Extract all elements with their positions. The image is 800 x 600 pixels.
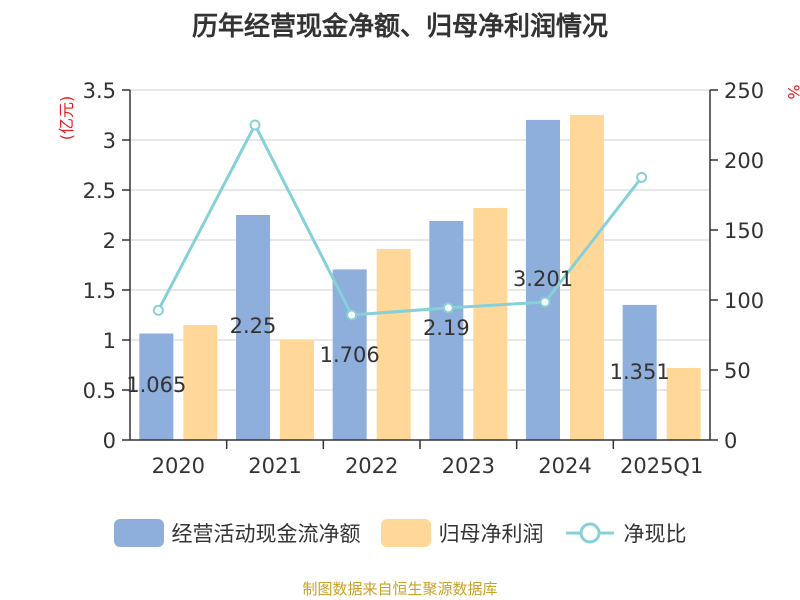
bar-data-label: 2.25 (230, 314, 277, 338)
y-left-tick-label: 0 (103, 429, 116, 453)
bar-cashflow (332, 269, 367, 440)
y-left-tick-label: 1.5 (83, 279, 116, 303)
y-right-tick-label: 200 (724, 149, 764, 173)
bars (139, 115, 701, 441)
y-right-tick-label: 0 (724, 429, 737, 453)
ratio-point (636, 171, 648, 183)
y-right-tick-label: 150 (724, 219, 764, 243)
legend-item-net-profit[interactable]: 归母净利润 (380, 518, 544, 548)
chart-title: 历年经营现金净额、归母净利润情况 (191, 12, 608, 42)
bar-net-profit (183, 325, 218, 440)
legend-label-ratio: 净现比 (623, 522, 687, 546)
ratio-point (539, 296, 551, 308)
y-left-tick-label: 2.5 (83, 179, 116, 203)
y-left-tick-label: 3.5 (83, 79, 116, 103)
bar-cashflow (526, 119, 560, 441)
x-tick-label: 2025Q1 (620, 454, 703, 478)
bar-data-label: 2.19 (423, 316, 470, 340)
x-tick-label: 2024 (538, 454, 591, 478)
y-right-tick-label: 250 (724, 79, 764, 103)
bar-data-label: 1.065 (126, 373, 186, 397)
y-left-tick-label: 0.5 (83, 379, 116, 403)
y-right-tick-label: 100 (724, 289, 764, 313)
x-tick-label: 2022 (345, 454, 398, 478)
ratio-point (442, 302, 454, 314)
ratio-line (157, 121, 643, 317)
legend-swatch-cashflow (113, 519, 164, 547)
legend-item-ratio[interactable]: 净现比 (564, 518, 687, 548)
bar-net-profit (280, 340, 314, 440)
y-right-tick-label: 50 (724, 359, 751, 383)
legend-item-cashflow[interactable]: 经营活动现金流净额 (113, 518, 361, 548)
bar-cashflow (429, 221, 464, 440)
bar-cashflow (236, 215, 270, 440)
axes: 0 0.5 1 1.5 2 2.5 3 3.5 0 50 100 150 200 250 (亿元)% 2020… (57, 79, 800, 478)
x-tick-label: 2023 (442, 454, 495, 478)
x-tick-label: 2020 (152, 454, 205, 478)
bar-data-label: 1.351 (610, 360, 670, 384)
legend-swatch-net-profit (380, 519, 431, 547)
legend: 经营活动现金流净额 归母净利润 净现比 (0, 518, 800, 548)
legend-label-net-profit: 归母净利润 (438, 522, 544, 546)
y-left-tick-label: 1 (103, 329, 116, 353)
legend-swatch-ratio (565, 522, 614, 544)
bar-net-profit (666, 368, 701, 440)
y-left-axis-label: (亿元) (57, 96, 76, 141)
bar-net-profit (473, 208, 508, 440)
bar-net-profit (570, 115, 604, 440)
y-left-tick-label: 3 (103, 129, 116, 153)
bar-net-profit (376, 249, 411, 440)
x-tick-label: 2021 (248, 454, 301, 478)
ratio-line-layer (152, 119, 648, 321)
bar-data-label: 1.706 (320, 343, 380, 367)
bar-cashflow (622, 304, 657, 440)
ratio-point (152, 304, 164, 316)
y-left-tick-label: 2 (103, 229, 116, 253)
legend-label-cashflow: 经营活动现金流净额 (171, 522, 361, 546)
bar-data-label: 3.201 (513, 267, 573, 291)
bar-cashflow (139, 333, 174, 440)
ratio-point (346, 309, 358, 321)
source-note: 制图数据来自恒生聚源数据库 (302, 580, 498, 598)
data-labels: 1.065 2.25 1.706 2.19 3.201 1.351 (126, 267, 669, 397)
y-right-axis-label: % (784, 84, 800, 99)
ratio-point (249, 119, 261, 131)
